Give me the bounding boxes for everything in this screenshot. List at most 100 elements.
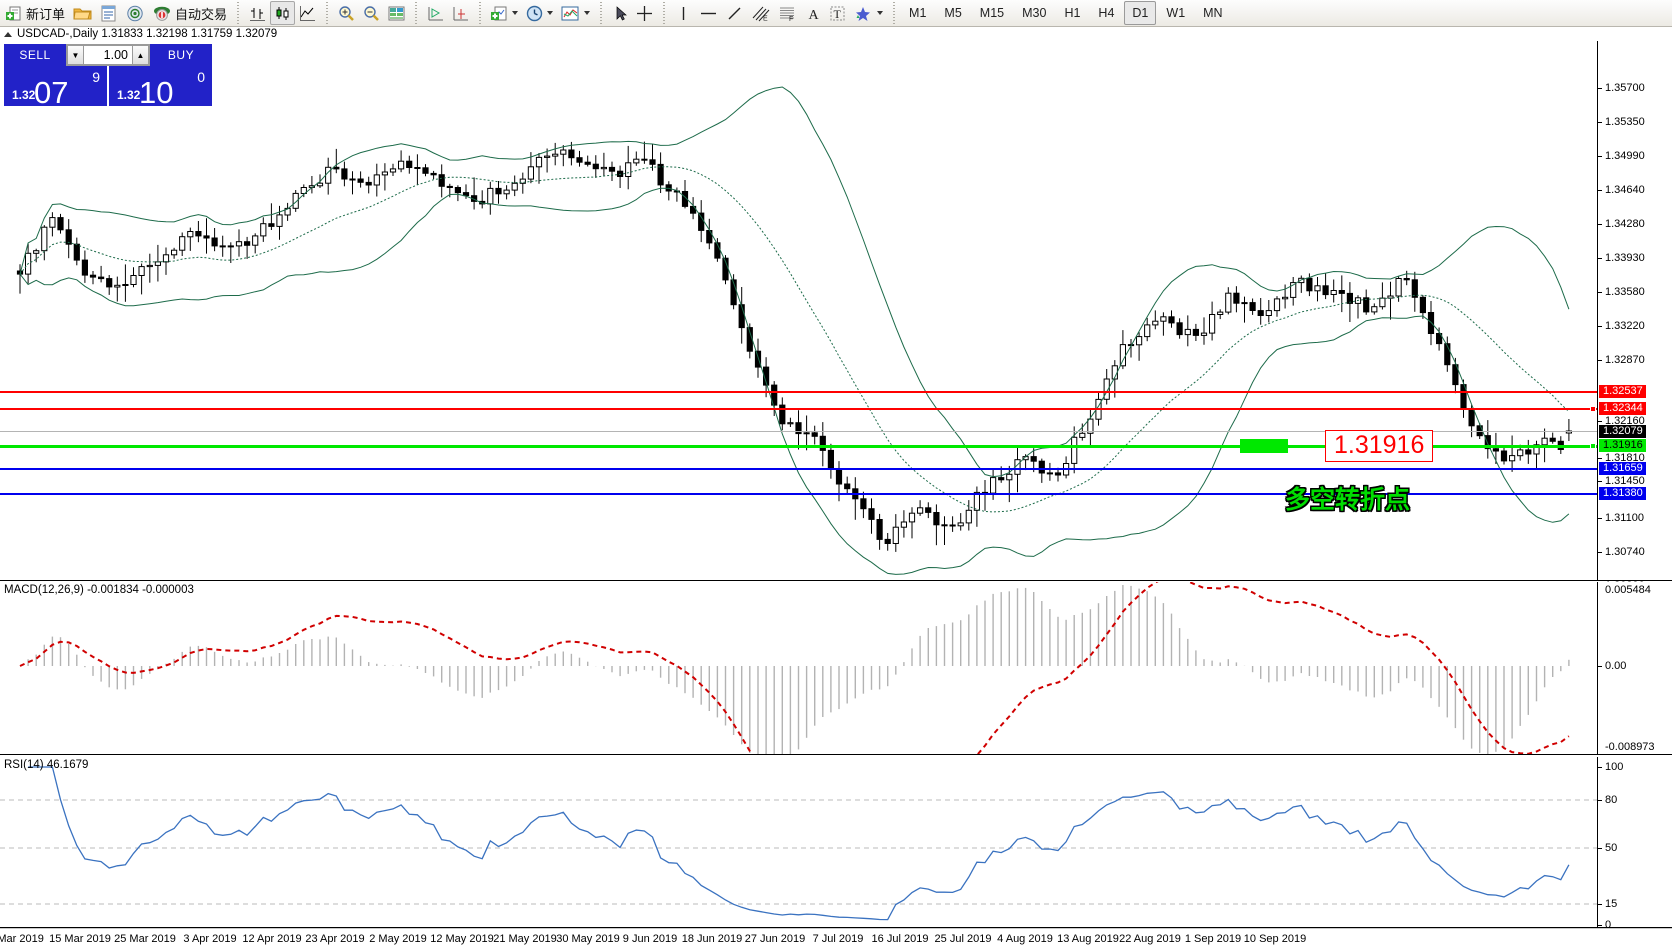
sell-button[interactable]: SELL [4,44,66,66]
zoom-out-button[interactable] [359,1,384,25]
chevron-down-icon[interactable] [512,11,519,15]
level-handle[interactable] [1590,443,1596,449]
timeframe-d1[interactable]: D1 [1124,1,1157,25]
vertical-line-button[interactable] [671,1,695,25]
oct-top-row: SELL ▼ 1.00 ▲ BUY [4,44,212,66]
trendline-button[interactable] [722,1,747,25]
chevron-down-icon[interactable] [584,11,591,15]
indicators-button[interactable] [487,1,522,25]
collapse-triangle-icon[interactable] [4,31,12,37]
sell-price-prefix: 1.32 [12,88,36,102]
sell-price-block[interactable]: 1.32 07 9 [4,66,107,108]
timeframe-h4[interactable]: H4 [1098,6,1115,20]
navigator-icon [127,5,143,21]
templates-button[interactable] [557,1,594,25]
chevron-down-icon[interactable] [877,11,884,15]
text-button[interactable]: A [801,1,825,25]
data-window-button[interactable] [96,1,122,25]
crosshair-button[interactable] [632,1,657,25]
svg-text:F: F [789,16,793,22]
macd-tick: 0.005484 [1605,584,1651,596]
chart-text-annotation: 多空转折点 [1285,485,1411,514]
sell-price-fraction: 9 [92,69,100,85]
text-label-button[interactable]: T [825,1,850,25]
horizontal-line-button[interactable] [695,1,722,25]
terminal-button[interactable] [384,1,409,25]
timeframe-m1[interactable]: M1 [909,6,927,20]
line-chart-icon [300,5,316,21]
svg-text:E: E [763,15,768,22]
zoom-in-button[interactable] [334,1,359,25]
price-chip-1.32079: 1.32079 [1599,425,1646,438]
equidistant-channel-button[interactable]: E [747,1,774,25]
macd-plot-area[interactable] [0,582,1597,754]
macd-pane[interactable]: MACD(12,26,9) -0.001834 -0.000003 0.0054… [0,582,1672,755]
date-tick: 30 May 2019 [556,933,620,945]
periods-icon [526,5,543,21]
volume-increase-button[interactable]: ▲ [132,45,149,65]
level-line-1.32079[interactable] [0,431,1597,432]
volume-input[interactable]: 1.00 [84,45,132,65]
timeframe-w1[interactable]: W1 [1166,6,1186,20]
level-handle[interactable] [1590,406,1596,412]
auto-scroll-icon [388,6,405,20]
timeframe-m15[interactable]: M15 [979,6,1005,20]
price-scale[interactable]: 1.35700 1.35350 1.34990 1.34640 1.34280 1.339… [1597,41,1672,626]
date-tick: 5 Mar 2019 [0,933,44,945]
toolbar-separator [660,2,669,24]
navigator-button[interactable] [122,1,149,25]
auto-trading-button[interactable]: 自动交易 [149,1,231,25]
line-chart-button[interactable] [295,1,320,25]
level-line-1.31380[interactable] [0,493,1597,495]
cursor-button[interactable] [608,1,632,25]
volume-stepper[interactable]: ▼ 1.00 ▲ [66,44,150,66]
timeframe-h1[interactable]: H1 [1064,6,1081,20]
volume-decrease-button[interactable]: ▼ [67,45,84,65]
candlestick-chart-icon [276,6,289,20]
price-plot-area[interactable]: 1.31916 多空转折点 [0,41,1597,580]
level-line-1.32537[interactable] [0,391,1597,393]
level-line-1.31659[interactable] [0,468,1597,470]
one-click-trading-panel: SELL ▼ 1.00 ▲ BUY 1.32 07 9 1.32 10 0 [4,44,212,108]
fibonacci-button[interactable]: F [774,1,801,25]
oct-price-row: 1.32 07 9 1.32 10 0 [4,66,212,108]
new-order-icon [6,6,21,20]
date-tick: 15 Mar 2019 [49,933,111,945]
price-tick: 1.35350 [1598,116,1645,128]
templates-icon [561,6,579,20]
price-callout-label: 1.31916 [1325,430,1434,462]
chart-shift-button[interactable] [423,1,448,25]
chevron-down-icon[interactable] [547,11,554,15]
periods-button[interactable] [522,1,557,25]
bar-chart-button[interactable] [245,1,270,25]
date-tick: 4 Aug 2019 [997,933,1053,945]
position-marker[interactable] [1240,439,1288,453]
buy-button[interactable]: BUY [150,44,212,66]
date-tick: 16 Jul 2019 [871,933,929,945]
price-tick: 1.32870 [1598,354,1645,366]
rsi-plot-area[interactable] [0,757,1597,927]
level-line-1.31916[interactable] [0,445,1597,448]
date-tick: 1 Sep 2019 [1184,933,1242,945]
shapes-button[interactable] [850,1,887,25]
date-tick: 2 May 2019 [369,933,427,945]
chart-grid-icon [453,6,469,20]
folder-button[interactable] [69,1,96,25]
date-tick: 22 Aug 2019 [1119,933,1181,945]
rsi-pane[interactable]: RSI(14) 46.1679 100 80 50 15 0 [0,757,1672,931]
price-chart-pane[interactable]: 1.31916 多空转折点 1.35700 1.35350 1.34990 1.346… [0,41,1672,626]
symbol-info-bar: USDCAD-,Daily 1.31833 1.32198 1.31759 1.… [0,27,1672,41]
price-chip-1.32344: 1.32344 [1599,402,1646,415]
price-tick: 1.31100 [1598,512,1644,524]
candlestick-chart-button[interactable] [270,1,296,25]
date-tick: 21 May 2019 [493,933,557,945]
timeframe-m5[interactable]: M5 [944,6,962,20]
new-order-button[interactable]: 新订单 [2,1,69,25]
timeframe-m30[interactable]: M30 [1022,6,1047,20]
level-line-1.32344[interactable] [0,408,1597,410]
timeframe-mn[interactable]: MN [1203,6,1223,20]
chart-grid-button[interactable] [448,1,473,25]
buy-price-block[interactable]: 1.32 10 0 [109,66,212,108]
rsi-tick: 100 [1598,761,1623,773]
